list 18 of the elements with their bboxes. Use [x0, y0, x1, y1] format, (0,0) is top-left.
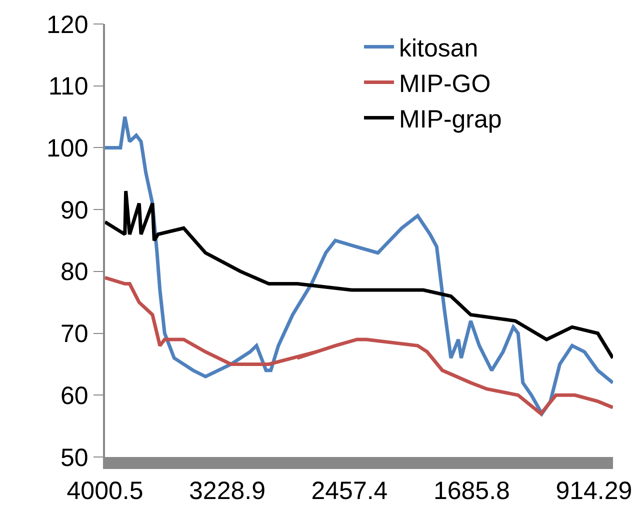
- y-tick-label: 90: [60, 196, 88, 224]
- y-tick-label: 120: [46, 10, 88, 39]
- x-tick-label: 1685.8: [433, 477, 510, 505]
- legend-label: MIP-GO: [399, 70, 491, 98]
- x-tick-label: 2457.4: [311, 477, 388, 505]
- x-tick-label: 3228.9: [189, 477, 266, 505]
- line-series: [105, 276, 613, 416]
- y-tick-label: 50: [60, 444, 88, 472]
- legend-label: kitosan: [399, 34, 478, 62]
- x-tick-label: 914.29: [556, 477, 632, 505]
- legend-label: MIP-grap: [399, 106, 502, 134]
- line-series: [105, 189, 613, 360]
- y-tick-label: 60: [60, 382, 88, 410]
- y-tick-label: 110: [48, 72, 88, 101]
- y-tick-label: 70: [60, 320, 88, 348]
- x-tick-label: 4000.5: [66, 477, 144, 505]
- y-tick-label: 100: [46, 134, 88, 162]
- y-tick-label: 80: [60, 258, 88, 286]
